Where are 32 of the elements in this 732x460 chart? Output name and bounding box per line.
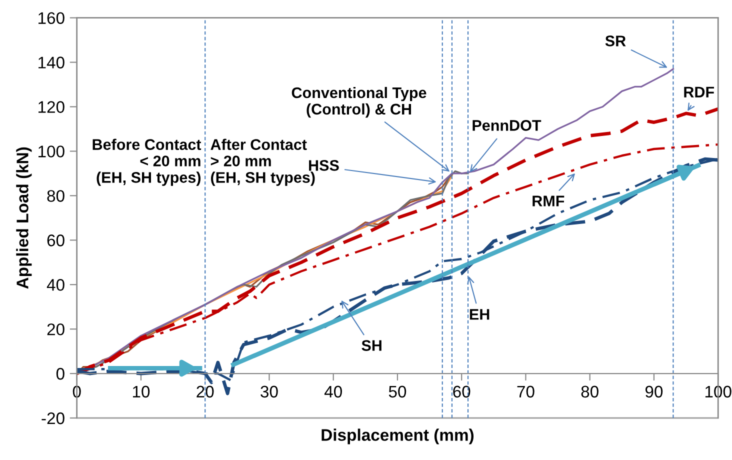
annotation: SH (362, 340, 382, 351)
y-tick-label: 100 (38, 146, 64, 158)
y-tick-label: 20 (47, 323, 64, 336)
y-tick-label: 160 (38, 12, 64, 24)
annotation: SR (605, 36, 626, 46)
x-tick-label: 80 (581, 386, 598, 398)
x-tick-label: 50 (388, 386, 406, 398)
annotation: HSS (309, 160, 339, 171)
x-tick-label: 0 (72, 386, 81, 398)
annotation: Conventional Type (Control) & CH (292, 86, 426, 118)
x-tick-label: 100 (705, 386, 732, 398)
x-tick-label: 30 (260, 386, 278, 398)
y-tick-label: 40 (46, 279, 64, 291)
y-tick-label: 80 (47, 190, 64, 202)
annotation: EH (470, 309, 490, 320)
x-tick-label: 70 (517, 386, 534, 398)
x-tick-label: 10 (132, 386, 150, 398)
y-tick-label: 140 (38, 56, 64, 68)
annotation: Before Contact < 20 mm (EH, SH types) (92, 138, 202, 186)
x-tick-label: 20 (196, 386, 214, 398)
y-tick-label: 60 (47, 234, 64, 246)
y-tick-label: -20 (42, 412, 64, 424)
y-tick-label: 0 (56, 368, 64, 380)
annotation: RMF (532, 196, 564, 206)
y-tick-label: 120 (38, 101, 64, 113)
annotation: PennDOT (472, 120, 542, 131)
annotation: RDF (684, 86, 714, 98)
x-tick-label: 60 (453, 386, 470, 398)
x-tick-label: 90 (645, 386, 663, 398)
y-axis-title: Applied Load (kN) (16, 147, 32, 289)
x-axis-title: Displacement (mm) (322, 428, 474, 444)
x-tick-label: 40 (324, 386, 342, 398)
